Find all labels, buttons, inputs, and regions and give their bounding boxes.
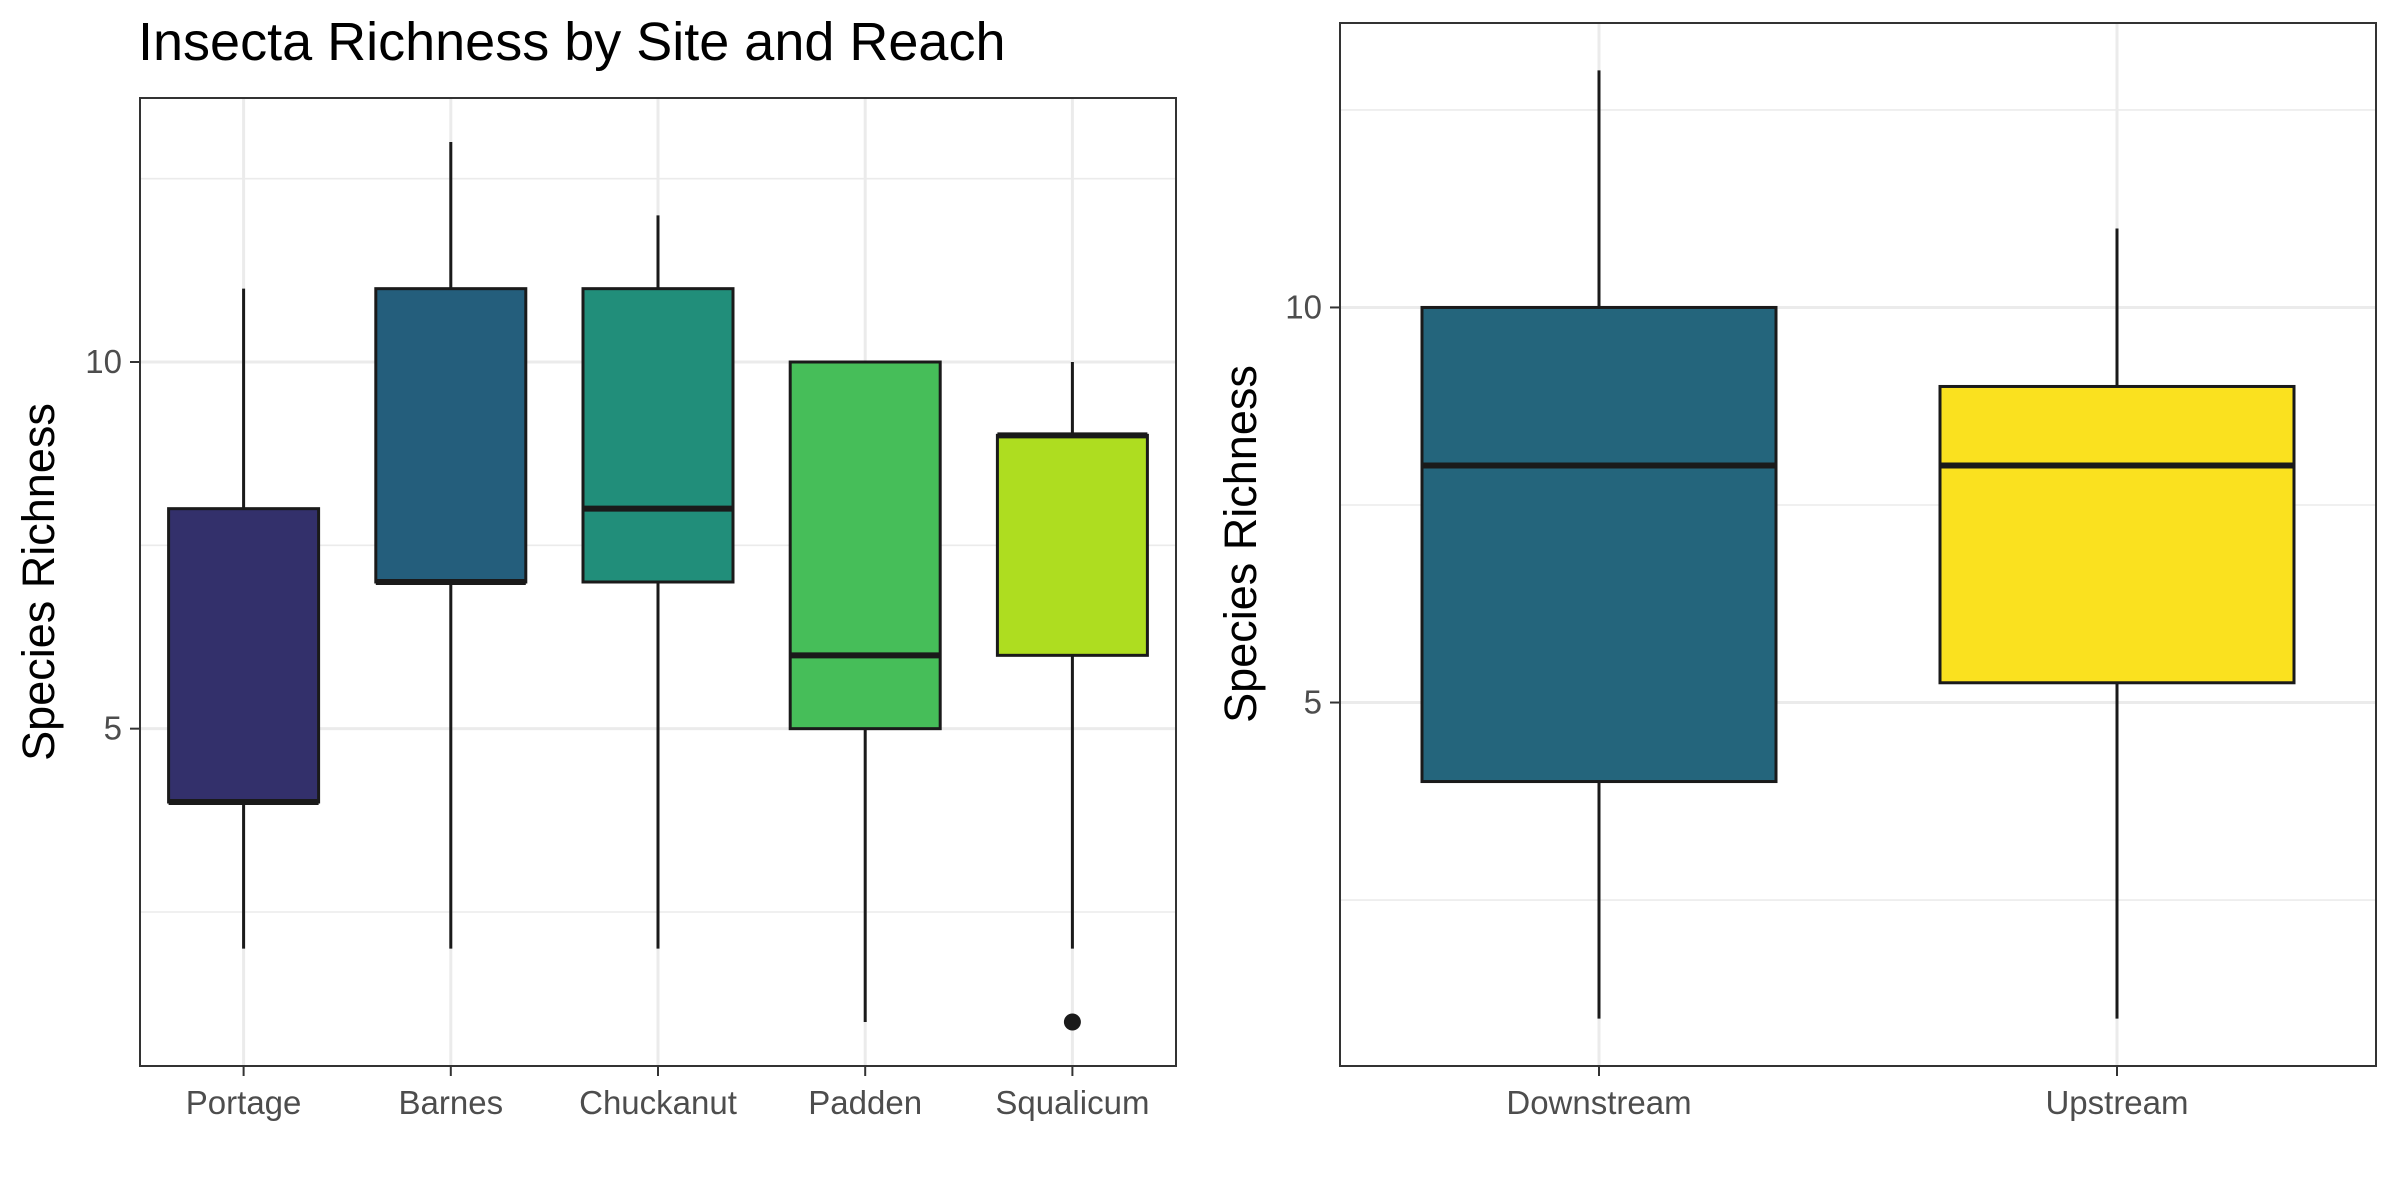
x-axis: Downstream Upstream <box>1506 1066 2189 1121</box>
box-body <box>581 287 735 584</box>
x-tick-label: Padden <box>808 1084 922 1121</box>
x-tick-label: Upstream <box>2045 1084 2188 1121</box>
y-tick-label: 5 <box>1304 684 1322 721</box>
box-padden <box>788 360 942 1022</box>
y-axis: 5 10 <box>1285 288 1340 721</box>
reach-panel: 5 10 Downstream Upstream Species Richness <box>1215 22 2377 1121</box>
box-downstream <box>1420 70 1778 1019</box>
box-upstream <box>1938 228 2296 1019</box>
y-axis-title: Species Richness <box>13 403 64 761</box>
box-body <box>167 507 321 804</box>
plot-border <box>1339 22 2377 1067</box>
box-body <box>374 287 528 584</box>
chart-title: Insecta Richness by Site and Reach <box>138 12 1005 72</box>
y-tick-label: 10 <box>1285 288 1322 325</box>
box-body <box>788 360 942 731</box>
outlier-point <box>1063 1013 1081 1031</box>
box-squalicum <box>995 362 1149 1031</box>
box-barnes <box>374 142 528 949</box>
box-body <box>995 433 1149 657</box>
box-body <box>1420 305 1778 784</box>
boxes <box>167 142 1149 1031</box>
x-tick-label: Squalicum <box>995 1084 1149 1121</box>
y-tick-label: 10 <box>85 343 122 380</box>
y-axis-title: Species Richness <box>1215 365 1266 723</box>
x-tick-label: Chuckanut <box>579 1084 737 1121</box>
boxes <box>1420 70 2296 1019</box>
x-tick-label: Downstream <box>1506 1084 1691 1121</box>
site-panel: 5 10 Portage Barnes Chuckanut Padden Squalicu… <box>13 97 1177 1121</box>
box-portage <box>167 288 321 949</box>
box-body <box>1938 384 2296 685</box>
x-tick-label: Portage <box>186 1084 302 1121</box>
x-axis: Portage Barnes Chuckanut Padden Squalicum <box>186 1066 1149 1121</box>
y-axis: 5 10 <box>85 343 140 747</box>
box-chuckanut <box>581 215 735 949</box>
y-tick-label: 5 <box>104 710 122 747</box>
x-tick-label: Barnes <box>399 1084 504 1121</box>
